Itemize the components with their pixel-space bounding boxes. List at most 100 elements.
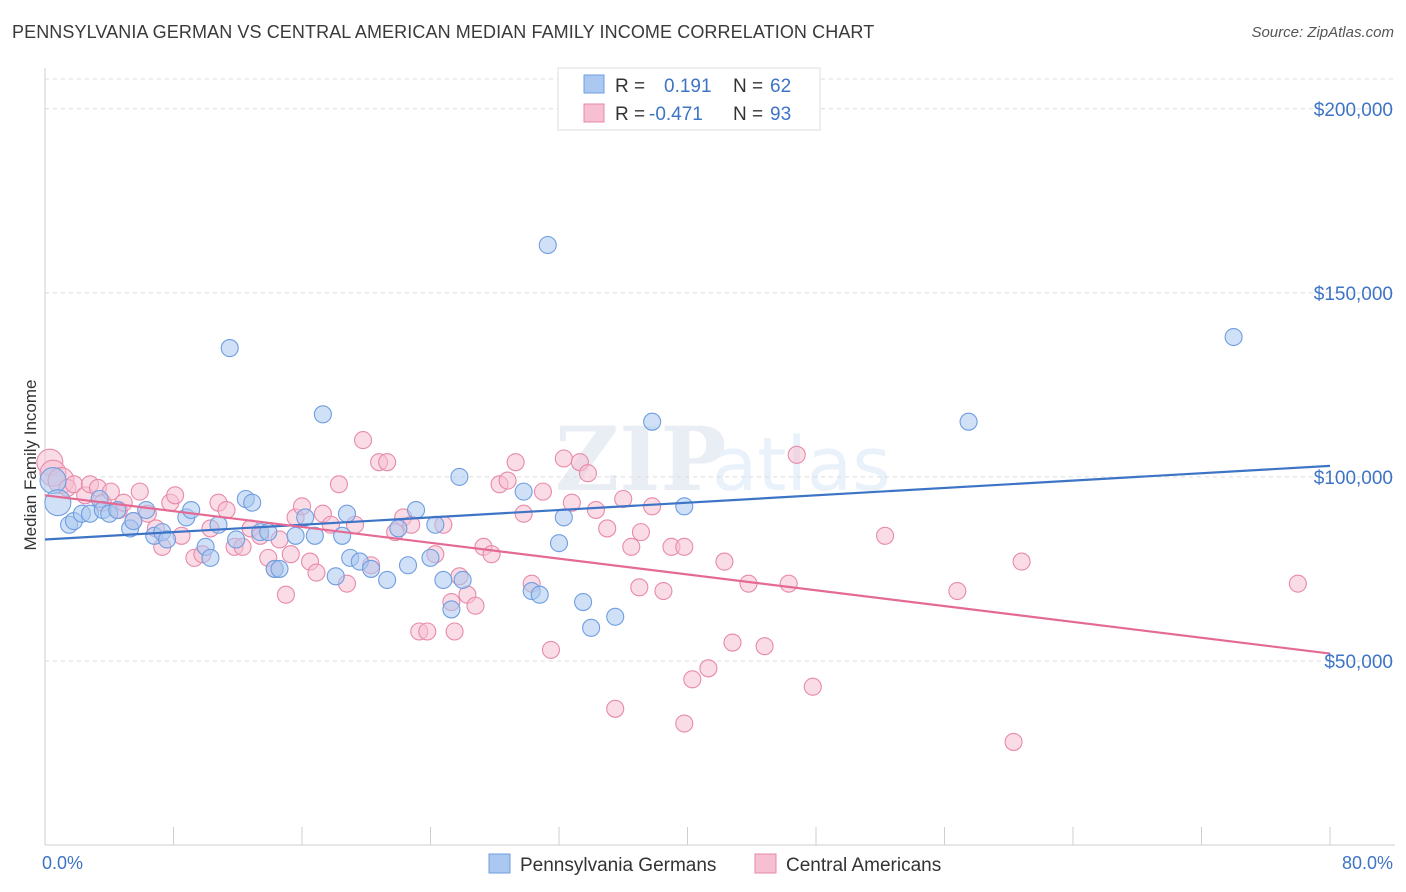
bottom-legend: Pennsylvania Germans Central Americans [488, 853, 941, 876]
x-tick-label-min: 0.0% [42, 853, 83, 873]
pennsylvania-german-point-19 [201, 548, 220, 567]
central-american-point-37 [307, 563, 326, 582]
central-american-point-93 [1012, 552, 1031, 571]
pennsylvania-german-point-46 [450, 467, 469, 486]
pennsylvania-german-point-33 [326, 567, 345, 586]
central-american-point-89 [803, 677, 822, 696]
central-american-point-92 [1004, 732, 1023, 751]
pennsylvania-german-point-48 [514, 482, 533, 501]
bottom-legend-label-2: Central Americans [786, 855, 941, 876]
central-american-point-13 [130, 482, 149, 501]
pennsylvania-german-point-30 [296, 508, 315, 527]
pennsylvania-german-point-56 [606, 607, 625, 626]
pennsylvania-german-point-40 [398, 556, 418, 575]
y-tick-label-1: $100,000 [1314, 468, 1393, 489]
central-american-point-74 [614, 489, 633, 509]
central-american-point-70 [578, 464, 597, 483]
pennsylvania-german-point-52 [549, 534, 569, 553]
y-axis-label: Median Family Income [21, 379, 40, 550]
legend-r-label-1: R = [615, 76, 645, 97]
pennsylvania-german-point-58 [675, 497, 694, 516]
y-tick-label-3: $200,000 [1314, 100, 1393, 121]
central-american-point-67 [554, 449, 573, 468]
bottom-legend-label-1: Pennsylvania Germans [520, 855, 716, 876]
central-american-point-94 [1288, 574, 1307, 593]
central-american-point-61 [498, 471, 517, 490]
pennsylvania-german-point-43 [426, 515, 445, 534]
pennsylvania-german-point-60 [1224, 327, 1243, 347]
bottom-legend-swatch-pink [754, 853, 777, 874]
central-american-point-77 [643, 497, 662, 516]
central-american-point-90 [876, 526, 895, 545]
central-american-point-32 [276, 585, 295, 604]
pennsylvania-german-point-11 [124, 512, 143, 531]
pennsylvania-german-point-29 [286, 526, 305, 545]
central-american-point-72 [598, 519, 617, 538]
central-american-point-76 [630, 578, 649, 597]
central-american-point-68 [562, 493, 581, 512]
pennsylvania-german-point-34 [333, 526, 352, 545]
pennsylvania-german-point-21 [220, 339, 239, 358]
legend-n-value-1: 62 [770, 76, 791, 97]
central-american-point-81 [683, 670, 702, 689]
legend: R = 0.191 N = 62 R = -0.471 N = 93 [557, 67, 821, 131]
legend-n-value-2: 93 [770, 104, 791, 125]
central-american-point-63 [514, 504, 533, 523]
pennsylvania-german-point-61 [337, 504, 357, 523]
watermark: ZIP atlas [555, 407, 891, 511]
central-american-point-87 [779, 574, 798, 593]
central-american-point-96 [445, 622, 464, 641]
central-american-point-80 [675, 537, 694, 556]
pennsylvania-german-point-51 [538, 235, 557, 255]
pennsylvania-german-point-0 [39, 467, 67, 495]
legend-r-label-2: R = [615, 104, 645, 125]
pennsylvania-german-point-38 [378, 570, 397, 590]
pennsylvania-german-point-55 [582, 618, 601, 637]
central-american-point-18 [166, 486, 185, 505]
pennsylvania-german-point-22 [227, 530, 246, 549]
pennsylvania-german-point-39 [389, 519, 408, 538]
pennsylvania-german-point-50 [530, 585, 549, 604]
pennsylvania-german-point-45 [442, 600, 461, 619]
pennsylvania-german-point-37 [362, 559, 381, 578]
chart-source: Source: ZipAtlas.com [1251, 24, 1394, 41]
legend-swatch-pink [583, 103, 605, 123]
legend-n-label-1: N = [733, 76, 763, 97]
tick-labels: $50,000 $100,000 $150,000 $200,000 0.0% 80.0% [42, 100, 1393, 873]
pennsylvania-german-point-1 [44, 489, 72, 517]
pennsylvania-german-point-32 [313, 405, 332, 424]
pennsylvania-german-point-12 [137, 500, 156, 520]
central-american-point-33 [281, 545, 300, 564]
pennsylvania-german-point-44 [434, 570, 453, 590]
central-american-point-75 [622, 537, 641, 556]
legend-n-label-2: N = [733, 104, 763, 125]
pennsylvania-german-point-31 [305, 526, 324, 545]
bottom-legend-swatch-blue [488, 853, 511, 874]
central-american-point-40 [329, 475, 348, 494]
pennsylvania-german-point-24 [243, 493, 262, 512]
central-american-point-51 [418, 622, 437, 641]
pennsylvania-german-point-42 [421, 548, 440, 567]
central-american-point-62 [506, 453, 525, 472]
central-american-point-71 [586, 500, 605, 520]
central-american-point-46 [378, 453, 397, 472]
legend-r-value-2: -0.471 [649, 104, 703, 125]
pennsylvania-german-point-47 [453, 570, 472, 590]
trend-line-0 [44, 464, 1331, 541]
central-american-point-43 [353, 431, 373, 450]
central-american-point-86 [755, 637, 774, 656]
trend-lines [44, 464, 1331, 655]
central-american-point-97 [631, 523, 650, 542]
legend-swatch-blue [583, 74, 605, 94]
trend-line-1 [44, 494, 1331, 655]
central-american-point-78 [654, 581, 673, 601]
pennsylvania-german-point-41 [406, 500, 426, 520]
pennsylvania-german-point-53 [554, 508, 573, 527]
central-american-point-91 [948, 581, 967, 601]
central-american-point-57 [466, 596, 485, 615]
pennsylvania-german-point-28 [270, 559, 289, 578]
pennsylvania-german-point-15 [158, 530, 177, 549]
central-american-point-73 [606, 699, 625, 718]
x-tick-label-max: 80.0% [1342, 853, 1393, 873]
